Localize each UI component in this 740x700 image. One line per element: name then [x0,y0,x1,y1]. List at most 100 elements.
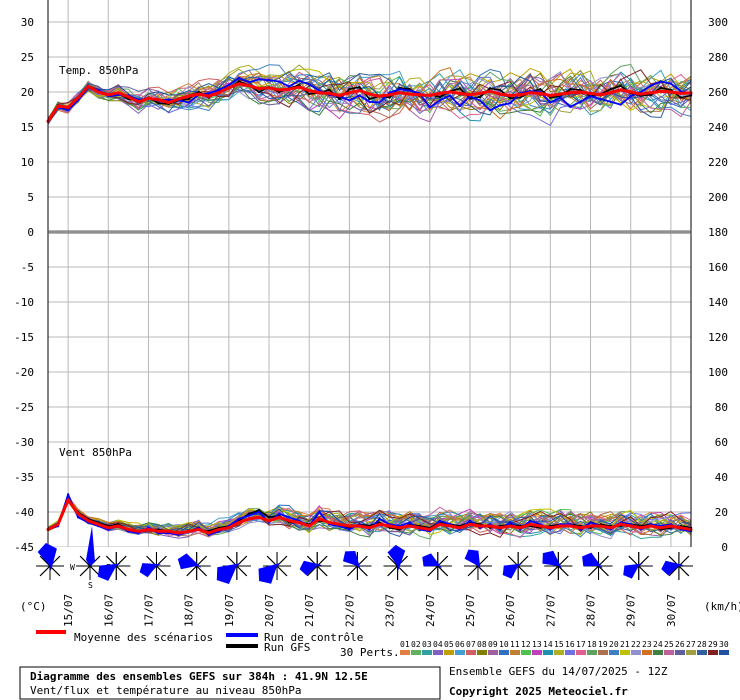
left-tick-label: -20 [14,366,34,379]
gfs-temp-line-point [539,88,542,91]
mean-temp-line-point [267,86,271,90]
mean-temp-line-point [438,91,442,95]
control-temp-line-point [478,99,482,102]
right-tick-label: 260 [708,86,728,99]
left-tick-label: -25 [14,401,34,414]
right-tick-label: 140 [708,296,728,309]
mean-temp-line-point [106,93,110,97]
control-temp-line-point [368,100,371,104]
pert-swatch [598,650,608,655]
control-temp-line-point [599,97,602,101]
mean-temp-line-point [86,84,90,88]
rose-petal [37,543,57,571]
pert-swatch [631,650,641,655]
control-temp-line-point [217,88,220,92]
gfs-temp-line-point [257,90,261,94]
mean-temp-line-point [669,90,673,94]
pert-id-label: 06 [455,640,465,649]
mean-temp-line-point [247,84,251,88]
gfs-temp-line-point [519,96,522,99]
pert-id-label: 16 [565,640,575,649]
control-wind-line-point [378,517,381,521]
pert-id-label: 21 [620,640,630,649]
pert-id-label: 28 [697,640,707,649]
control-temp-line-point [308,83,311,86]
pert-id-label: 09 [488,640,498,649]
pert-id-label: 14 [543,640,553,649]
pert-id-label: 11 [510,640,520,649]
mean-wind-line-point [488,524,492,528]
gfs-temp-line-point [579,88,582,92]
mean-temp-line-point [56,104,60,108]
mean-wind-line-point [388,524,392,528]
pert-swatch [576,650,586,655]
pert-swatch [609,650,619,655]
left-tick-label: -45 [14,541,34,554]
mean-wind-line-point [277,515,281,519]
mean-wind-line-point [478,524,482,528]
pert-swatch [565,650,575,655]
mean-wind-line-point [358,524,361,528]
right-tick-label: 160 [708,261,728,274]
pert-swatch [554,650,564,655]
date-tick-label: 15/07 [62,594,75,627]
right-tick-label: 280 [708,51,728,64]
mean-wind-line-point [448,524,452,528]
pert-id-label: 07 [466,640,476,649]
control-temp-line-point [629,95,632,98]
rose-petal [177,553,202,570]
pert-swatch [719,650,729,655]
rose-petal [623,563,643,579]
gfs-temp-line-point [157,102,160,105]
mean-wind-line-point [498,526,502,530]
gfs-wind-line-point [267,516,271,519]
mean-wind-line-point [579,526,582,530]
gfs-temp-line-point [237,80,241,83]
control-temp-line-point [257,78,261,81]
gfs-temp-line-point [458,87,462,90]
wind-panel-label: Vent 850hPa [59,446,132,459]
control-temp-line-point [659,80,663,83]
member-temp-line [47,71,692,125]
pert-id-label: 12 [521,640,531,649]
right-tick-label: 180 [708,226,728,239]
mean-wind-line-point [568,524,572,528]
pert-swatch [521,650,531,655]
rose-petal [86,526,95,566]
pert-swatch [466,650,476,655]
gfs-temp-line-point [679,96,683,99]
pert-id-label: 25 [664,640,674,649]
mean-wind-line-point [187,529,191,533]
left-tick-label: 25 [21,51,34,64]
control-temp-line-point [579,100,582,104]
mean-temp-line-point [116,91,120,95]
gfs-temp-line-point [659,86,663,90]
control-wind-line-point [438,519,441,522]
control-wind-line-point [348,528,351,531]
right-tick-label: 0 [721,541,728,554]
gfs-temp-line-point [438,95,441,99]
control-temp-line-point [448,94,452,97]
date-tick-label: 30/07 [665,594,678,627]
mean-wind-line-point [197,528,201,531]
control-temp-line-point [167,98,170,101]
mean-temp-line-point [167,101,171,104]
control-wind-line-point [287,516,291,519]
control-temp-line-point [298,79,301,83]
gfs-temp-line-point [308,92,311,96]
date-tick-label: 24/07 [424,594,437,627]
right-tick-label: 240 [708,121,728,134]
control-temp-line-point [589,95,592,98]
pert-id-label: 04 [433,640,443,649]
mean-temp-line-point [508,94,512,97]
gfs-temp-line-point [498,88,502,92]
mean-temp-line-point [76,96,80,100]
plot-frame [47,0,692,547]
mean-wind-line-point [639,526,643,530]
compass-south: S [88,581,93,590]
mean-temp-line-point [307,89,311,93]
pert-id-label: 23 [642,640,652,649]
mean-temp-line-point [126,95,130,99]
pert-swatch [455,650,465,655]
temp-panel-label: Temp. 850hPa [59,64,138,77]
